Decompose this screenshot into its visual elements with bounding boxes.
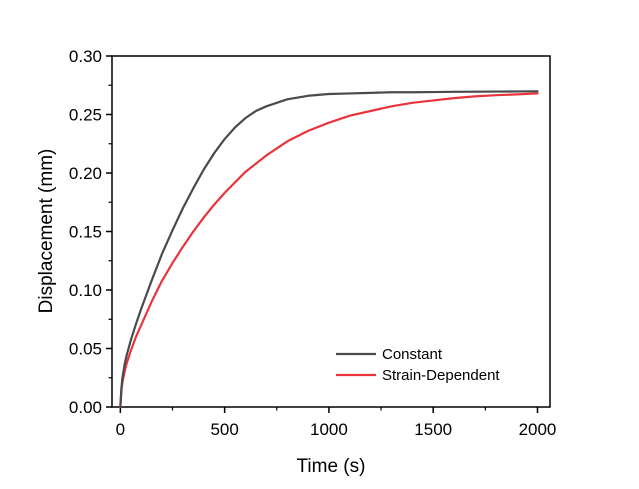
legend-label: Strain-Dependent bbox=[382, 367, 500, 384]
y-axis-title: Displacement (mm) bbox=[36, 149, 57, 314]
y-tick-label: 0.20 bbox=[69, 164, 102, 183]
y-tick-label: 0.05 bbox=[69, 340, 102, 359]
series-line-strain-dependent bbox=[119, 92, 539, 409]
x-tick-label: 500 bbox=[210, 420, 238, 439]
x-tick-label: 0 bbox=[116, 420, 125, 439]
plot-frame bbox=[111, 55, 551, 408]
legend: Constant Strain-Dependent bbox=[336, 346, 500, 384]
y-tick-label: 0.15 bbox=[69, 223, 102, 242]
legend-label: Constant bbox=[382, 346, 443, 363]
x-tick-label: 1000 bbox=[310, 420, 348, 439]
x-tick-label: 2000 bbox=[519, 420, 557, 439]
y-tick-label: 0.00 bbox=[69, 398, 102, 417]
y-tick-label: 0.10 bbox=[69, 281, 102, 300]
ticks-layer: 0 500 1000 1500 2000 0.00 0.05 0.10 0.15 0.20 0.25… bbox=[69, 47, 556, 439]
x-axis-title: Time (s) bbox=[297, 456, 366, 477]
series-line-constant bbox=[119, 90, 539, 409]
x-tick-label: 1500 bbox=[414, 420, 452, 439]
series-layer bbox=[119, 90, 539, 409]
y-tick-label: 0.30 bbox=[69, 47, 102, 66]
y-tick-label: 0.25 bbox=[69, 106, 102, 125]
